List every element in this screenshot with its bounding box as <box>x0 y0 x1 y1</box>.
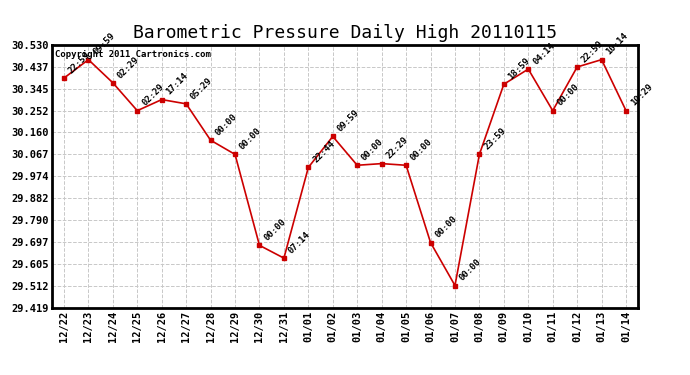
Text: 07:14: 07:14 <box>286 230 312 255</box>
Text: 22:29: 22:29 <box>384 135 410 161</box>
Title: Barometric Pressure Daily High 20110115: Barometric Pressure Daily High 20110115 <box>133 24 557 42</box>
Text: 00:00: 00:00 <box>238 126 263 152</box>
Text: 00:00: 00:00 <box>360 137 385 162</box>
Text: 00:00: 00:00 <box>433 214 459 240</box>
Text: 05:29: 05:29 <box>189 76 215 101</box>
Text: 18:59: 18:59 <box>506 56 532 81</box>
Text: 00:00: 00:00 <box>457 257 483 283</box>
Text: 04:14: 04:14 <box>531 41 556 66</box>
Text: 00:00: 00:00 <box>262 217 288 243</box>
Text: 00:00: 00:00 <box>213 112 239 138</box>
Text: 00:00: 00:00 <box>409 137 434 162</box>
Text: 22:59: 22:59 <box>580 39 605 64</box>
Text: 10:29: 10:29 <box>629 82 654 108</box>
Text: 09:59: 09:59 <box>91 32 117 57</box>
Text: 17:14: 17:14 <box>164 71 190 97</box>
Text: 23:59: 23:59 <box>482 126 508 152</box>
Text: 09:59: 09:59 <box>335 108 361 134</box>
Text: 02:29: 02:29 <box>116 55 141 80</box>
Text: 02:29: 02:29 <box>140 82 166 108</box>
Text: 22:59: 22:59 <box>67 50 92 75</box>
Text: Copyright 2011 Cartronics.com: Copyright 2011 Cartronics.com <box>55 50 210 59</box>
Text: 00:00: 00:00 <box>555 82 581 108</box>
Text: 10:14: 10:14 <box>604 32 630 57</box>
Text: 22:44: 22:44 <box>311 139 337 165</box>
